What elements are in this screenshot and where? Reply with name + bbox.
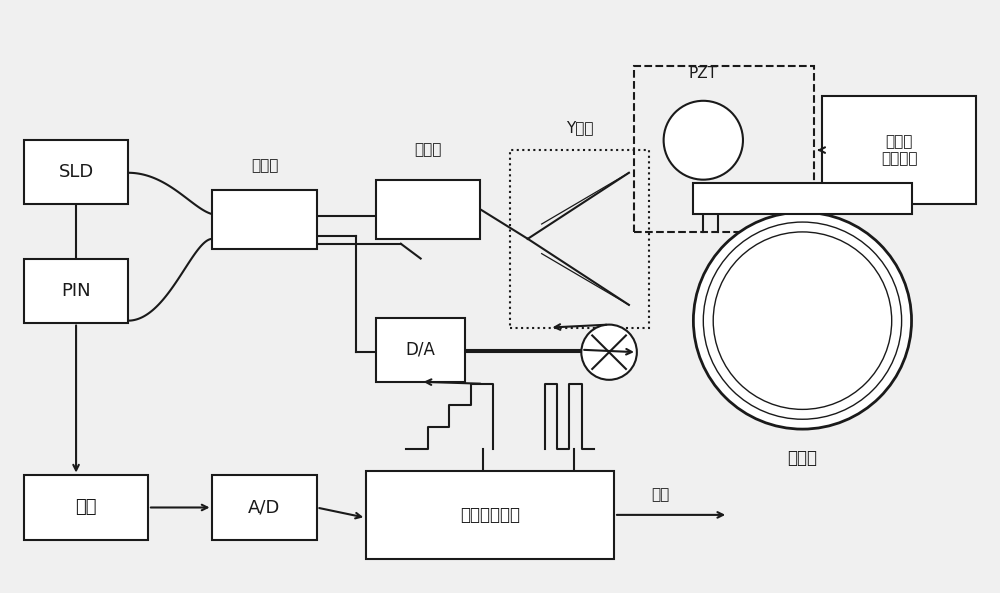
Text: Y波导: Y波导	[566, 120, 593, 135]
Bar	[376, 180, 480, 239]
Text: PIN: PIN	[61, 282, 91, 299]
Text: D/A: D/A	[406, 341, 436, 359]
Text: 前放: 前放	[75, 499, 97, 517]
Text: 输出: 输出	[652, 487, 670, 502]
Bar	[212, 476, 317, 540]
Bar	[634, 66, 814, 232]
Circle shape	[581, 324, 637, 380]
Text: 光纤环: 光纤环	[787, 449, 817, 467]
Text: 耦合器: 耦合器	[251, 158, 278, 173]
Text: 正弦波
电压信号: 正弦波 电压信号	[881, 134, 917, 166]
Circle shape	[693, 212, 912, 429]
Bar	[376, 318, 465, 382]
Bar	[24, 259, 128, 323]
Bar	[212, 190, 317, 248]
Text: PZT: PZT	[689, 66, 718, 81]
Text: A/D: A/D	[248, 499, 281, 517]
Bar	[510, 150, 649, 327]
Bar	[693, 183, 912, 214]
Circle shape	[664, 101, 743, 180]
Text: 信号处理单元: 信号处理单元	[460, 506, 520, 524]
Bar	[24, 476, 148, 540]
Bar	[24, 140, 128, 205]
Text: SLD: SLD	[58, 163, 94, 181]
Text: 起偏器: 起偏器	[414, 142, 442, 157]
Bar	[822, 96, 976, 205]
Bar	[366, 470, 614, 559]
